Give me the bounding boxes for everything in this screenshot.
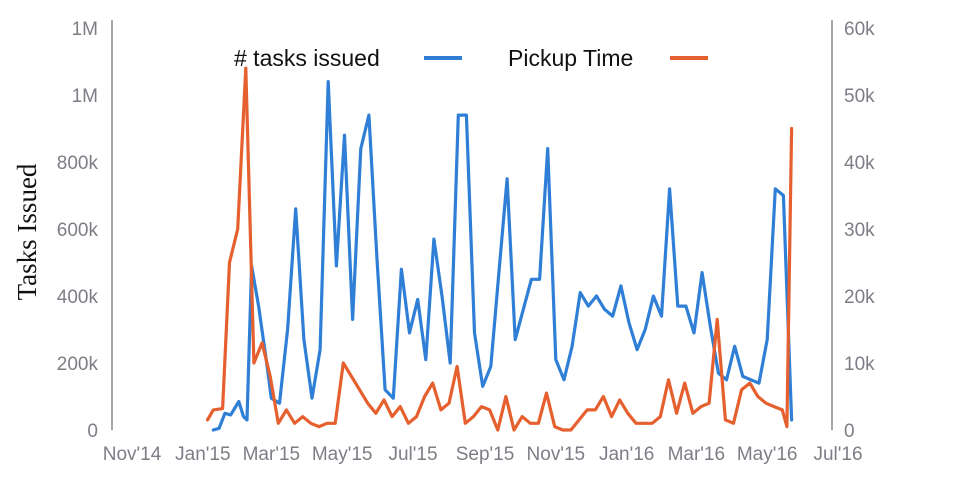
y2-tick-label: 40k bbox=[844, 153, 875, 174]
series-group bbox=[205, 66, 794, 432]
y-tick-label: 1M bbox=[72, 19, 98, 40]
y-tick-label: 600k bbox=[57, 220, 99, 241]
x-tick-label: Jan'15 bbox=[175, 444, 230, 465]
y-tick-label: 800k bbox=[57, 153, 99, 174]
y-tick-label: 0 bbox=[87, 421, 98, 442]
y-tick-label: 1M bbox=[72, 86, 98, 107]
legend-label-pickup: Pickup Time bbox=[508, 45, 633, 71]
y2-tick-label: 50k bbox=[844, 86, 875, 107]
x-tick-label: Mar'16 bbox=[668, 444, 725, 465]
x-tick-label: Nov'14 bbox=[103, 444, 162, 465]
legend-label-tasks: # tasks issued bbox=[234, 45, 380, 71]
x-tick-label: Nov'15 bbox=[527, 444, 586, 465]
right-y-tick-labels: 0 10k 20k 30k 40k 50k 60k bbox=[844, 19, 875, 442]
x-tick-label: May'16 bbox=[737, 444, 798, 465]
x-tick-label: Jul'16 bbox=[813, 444, 862, 465]
y2-tick-label: 20k bbox=[844, 287, 875, 308]
y2-tick-label: 30k bbox=[844, 220, 875, 241]
x-tick-label: Sep'15 bbox=[456, 444, 515, 465]
x-tick-labels: Nov'14 Jan'15 Mar'15 May'15 Jul'15 Sep'15 Nov'… bbox=[103, 444, 863, 465]
legend: # tasks issued Pickup Time bbox=[234, 45, 708, 71]
x-tick-label: May'15 bbox=[312, 444, 373, 465]
x-tick-label: Jul'15 bbox=[388, 444, 437, 465]
y2-tick-label: 60k bbox=[844, 19, 875, 40]
y-tick-label: 200k bbox=[57, 354, 99, 375]
y-axis-label: Tasks Issued bbox=[12, 163, 42, 300]
series-line-tasks-issued bbox=[211, 79, 794, 432]
y2-tick-label: 10k bbox=[844, 354, 875, 375]
y2-tick-label: 0 bbox=[844, 421, 855, 442]
x-tick-label: Mar'15 bbox=[243, 444, 300, 465]
series-line-pickup-time bbox=[205, 66, 794, 432]
y-tick-label: 400k bbox=[57, 287, 99, 308]
x-tick-label: Jan'16 bbox=[599, 444, 654, 465]
left-y-tick-labels: 0 200k 400k 600k 800k 1M 1M bbox=[57, 19, 99, 442]
